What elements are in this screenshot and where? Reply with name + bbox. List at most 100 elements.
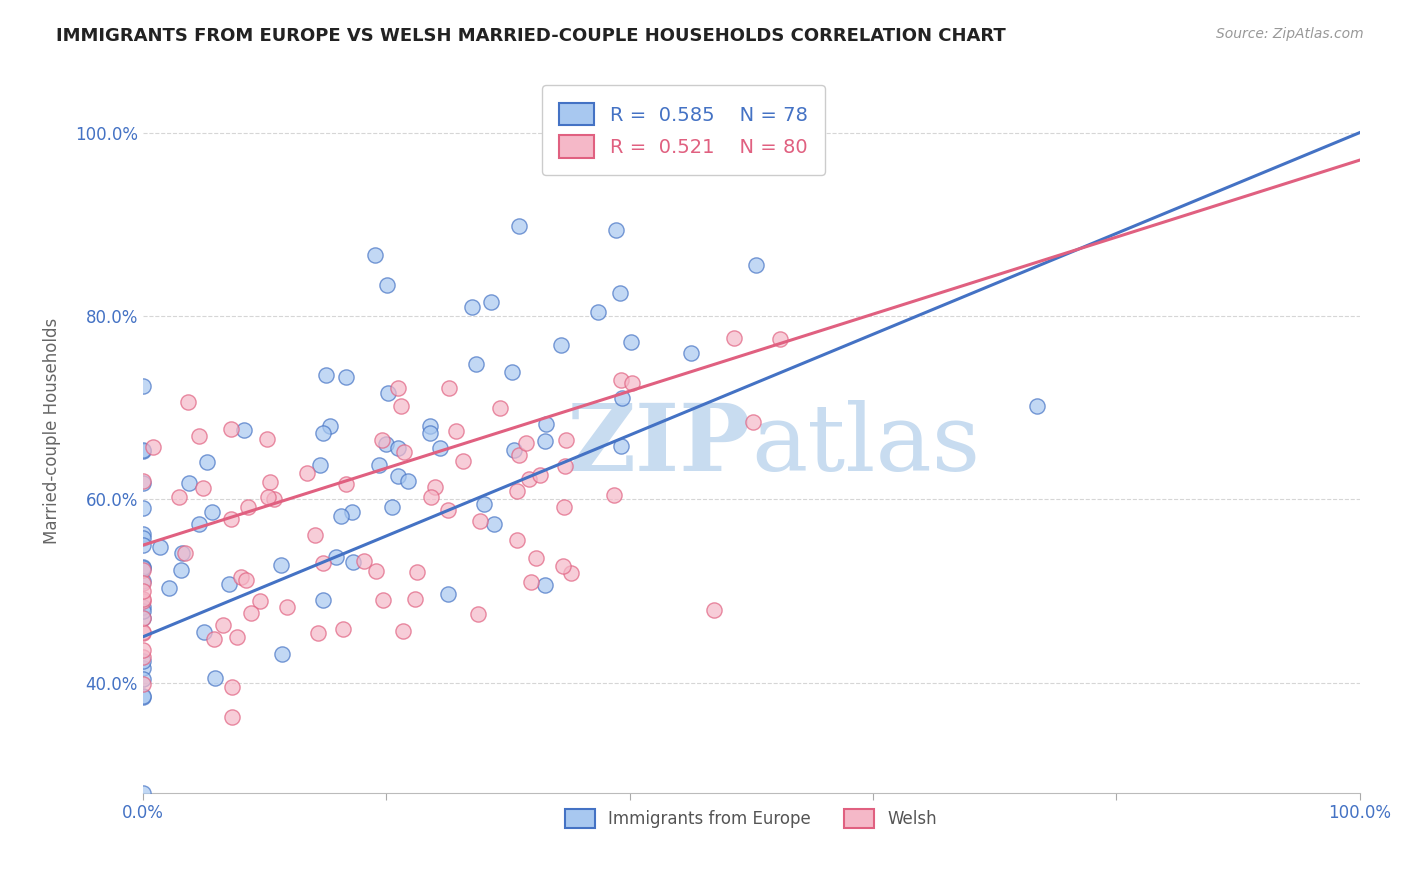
Point — [529, 468, 551, 483]
Point — [553, 500, 575, 515]
Point — [555, 433, 578, 447]
Point — [304, 528, 326, 542]
Point — [534, 417, 557, 431]
Point — [256, 490, 278, 504]
Point — [406, 565, 429, 579]
Point — [377, 386, 399, 401]
Y-axis label: Married-couple Households: Married-couple Households — [44, 318, 60, 544]
Point — [508, 448, 530, 462]
Point — [534, 578, 557, 592]
Point — [240, 607, 263, 621]
Point — [263, 491, 285, 506]
Point — [508, 219, 530, 233]
Point — [391, 624, 413, 639]
Point — [1025, 399, 1047, 413]
Point — [132, 474, 155, 488]
Point — [419, 425, 441, 440]
Point — [132, 575, 155, 590]
Text: ZIP: ZIP — [567, 401, 751, 490]
Point — [437, 381, 460, 395]
Point — [270, 558, 292, 573]
Point — [482, 516, 505, 531]
Point — [373, 593, 395, 607]
Point — [679, 346, 702, 360]
Point — [142, 440, 165, 454]
Point — [132, 643, 155, 657]
Point — [703, 603, 725, 617]
Point — [193, 624, 215, 639]
Point — [605, 223, 627, 237]
Point — [472, 497, 495, 511]
Point — [132, 599, 155, 614]
Point — [437, 586, 460, 600]
Point — [312, 593, 335, 607]
Point — [229, 569, 252, 583]
Point — [467, 607, 489, 621]
Point — [235, 574, 257, 588]
Point — [404, 592, 426, 607]
Point — [309, 458, 332, 472]
Point — [270, 647, 292, 661]
Point — [132, 476, 155, 491]
Point — [451, 454, 474, 468]
Point — [315, 368, 337, 382]
Point — [238, 500, 260, 514]
Point — [420, 491, 443, 505]
Point — [489, 401, 512, 416]
Point — [132, 560, 155, 574]
Point — [312, 426, 335, 441]
Point — [325, 550, 347, 565]
Point — [276, 599, 298, 614]
Point — [149, 540, 172, 554]
Point — [381, 500, 404, 514]
Point — [609, 285, 631, 300]
Point — [219, 422, 242, 436]
Point — [307, 625, 329, 640]
Point — [387, 381, 409, 395]
Point — [551, 559, 574, 574]
Point — [188, 429, 211, 443]
Point — [132, 442, 155, 457]
Point — [132, 583, 155, 598]
Point — [505, 483, 527, 498]
Point — [619, 334, 641, 349]
Point — [364, 564, 387, 578]
Point — [132, 379, 155, 393]
Point — [389, 399, 412, 413]
Point — [517, 472, 540, 486]
Point — [201, 505, 224, 519]
Point — [745, 258, 768, 272]
Point — [212, 618, 235, 632]
Point — [419, 419, 441, 434]
Point — [177, 476, 200, 491]
Point — [225, 630, 247, 644]
Point — [204, 671, 226, 685]
Point — [353, 554, 375, 568]
Point — [132, 786, 155, 800]
Point — [170, 563, 193, 577]
Point — [620, 376, 643, 390]
Point — [167, 491, 190, 505]
Text: IMMIGRANTS FROM EUROPE VS WELSH MARRIED-COUPLE HOUSEHOLDS CORRELATION CHART: IMMIGRANTS FROM EUROPE VS WELSH MARRIED-… — [56, 27, 1005, 45]
Point — [312, 556, 335, 570]
Point — [550, 337, 572, 351]
Point — [423, 480, 446, 494]
Point — [195, 455, 218, 469]
Point — [232, 423, 254, 437]
Point — [173, 546, 195, 560]
Point — [191, 481, 214, 495]
Point — [329, 509, 352, 524]
Point — [603, 488, 626, 502]
Point — [132, 444, 155, 458]
Point — [520, 575, 543, 590]
Point — [335, 477, 357, 491]
Point — [387, 469, 409, 483]
Point — [501, 366, 523, 380]
Point — [332, 622, 354, 636]
Point — [132, 625, 155, 640]
Point — [295, 466, 318, 480]
Point — [375, 278, 398, 293]
Point — [249, 594, 271, 608]
Point — [515, 435, 537, 450]
Point — [132, 501, 155, 516]
